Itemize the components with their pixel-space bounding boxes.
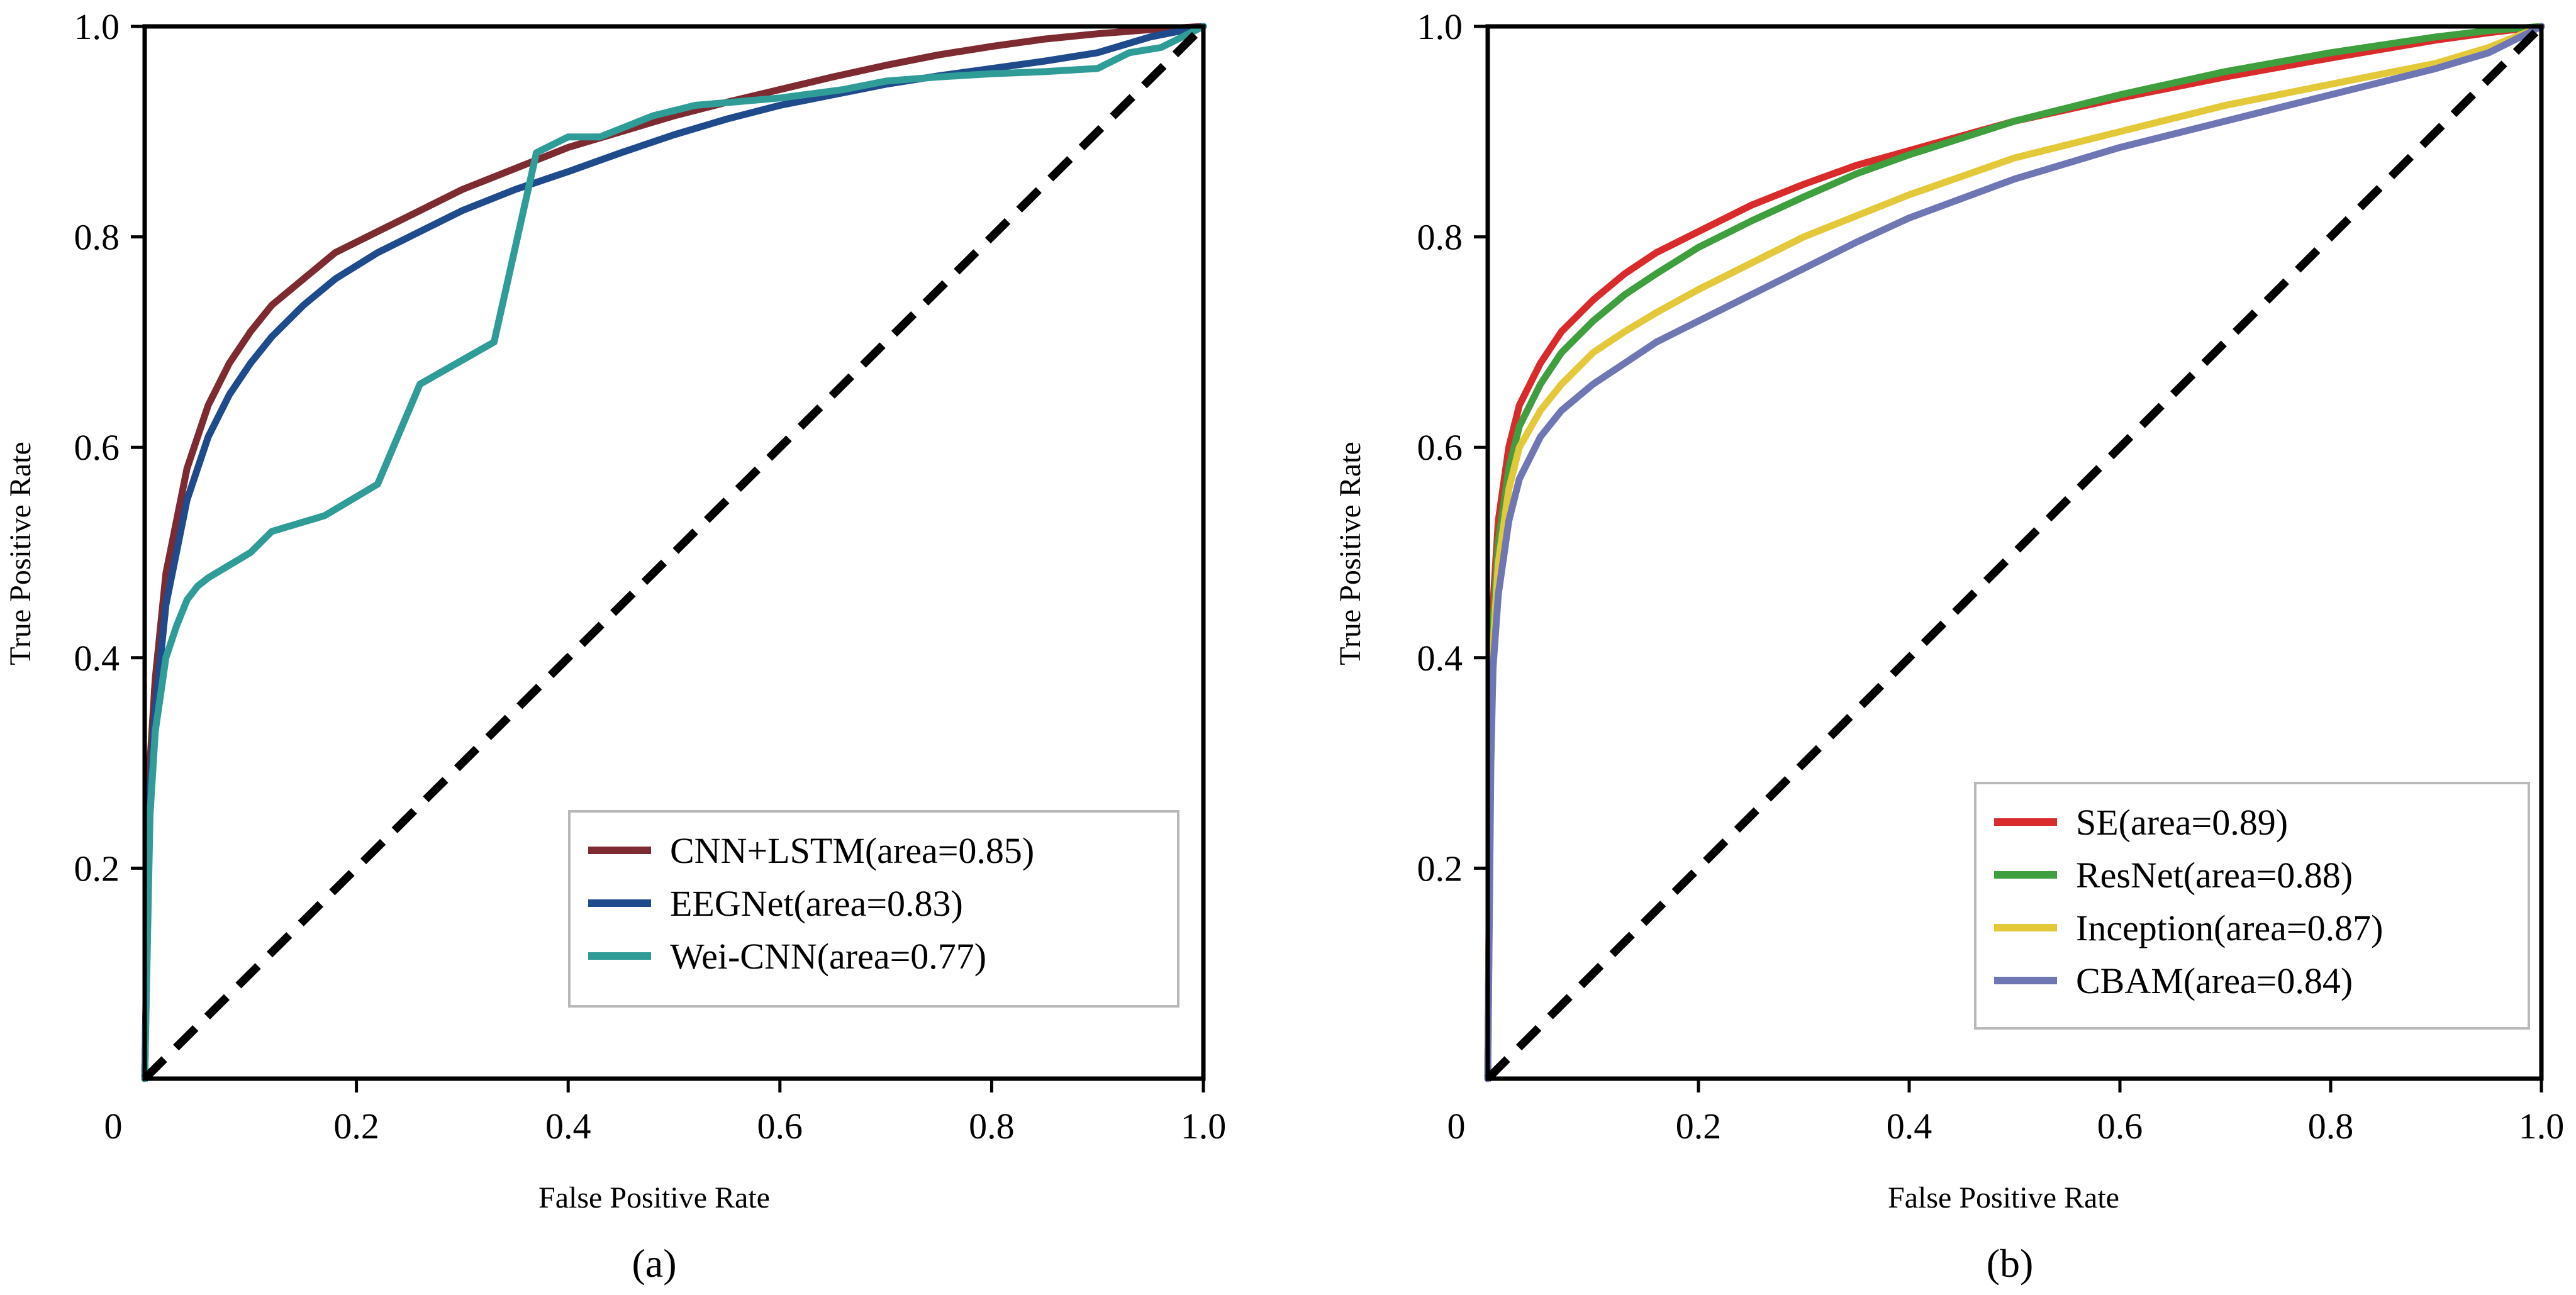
panel-b-ytick-label: 0.6 (1417, 427, 1463, 468)
panel-b-caption: (b) (1987, 1241, 2034, 1286)
panel-a-xtick-label: 1.0 (1181, 1106, 1227, 1147)
panel-b-series-2-line (1484, 23, 2545, 1082)
panel-a-ytick-label: 1.0 (74, 6, 120, 47)
panel-a-ytick-label: 0.2 (74, 848, 120, 889)
panel-b-legend-label-2: Inception(area=0.87) (2076, 908, 2383, 948)
panel-a-legend-label-0: CNN+LSTM(area=0.85) (670, 830, 1034, 871)
panel-a-xtick-label: 0.8 (969, 1106, 1015, 1147)
panel-a: 0 0.2 0.4 0.6 0.8 1.0 0.2 0.4 0.6 0.8 1.0 False Po… (4, 6, 1226, 1286)
panel-a-xtick-label: 0.6 (757, 1106, 803, 1147)
panel-b-xtick-label: 0.8 (2308, 1106, 2354, 1147)
panel-a-ytick-label: 0.4 (74, 638, 120, 679)
panel-b-ytick-label: 0.4 (1417, 638, 1463, 679)
panel-a-xtick-label: 0.2 (333, 1106, 379, 1147)
panel-b-xtick-label: 0.6 (2097, 1106, 2143, 1147)
panel-a-ytick-label: 0.6 (74, 427, 120, 468)
panel-b-ytick-label: 0.2 (1417, 848, 1463, 889)
panel-b-legend-label-0: SE(area=0.89) (2076, 802, 2288, 843)
panel-a-legend-label-2: Wei-CNN(area=0.77) (670, 936, 986, 977)
panel-a-curves (141, 23, 1207, 1082)
panel-b-xtick-label: 0 (1447, 1106, 1466, 1147)
panel-b-curves (1484, 23, 2545, 1082)
panel-b-xtick-label: 1.0 (2519, 1106, 2565, 1147)
panel-b-legend: SE(area=0.89) ResNet(area=0.88) Inception(… (1974, 782, 2530, 1030)
panel-a-xtick-label: 0 (104, 1106, 123, 1147)
panel-b-xtick-label: 0.2 (1676, 1106, 1722, 1147)
panel-a-xtick-label: 0.4 (545, 1106, 591, 1147)
panel-a-series-0-line (141, 23, 1207, 1082)
panel-b-legend-label-1: ResNet(area=0.88) (2076, 855, 2353, 896)
panel-b-diagonal (1485, 23, 2545, 1082)
panel-a-series-2-line (141, 23, 1207, 1082)
panel-a-tick-labels: 0 0.2 0.4 0.6 0.8 1.0 0.2 0.4 0.6 0.8 1.0 (74, 6, 1227, 1147)
panel-a-ylabel: True Positive Rate (4, 442, 37, 665)
panel-a-ytick-label: 0.8 (74, 217, 120, 258)
panel-a-caption: (a) (632, 1241, 676, 1286)
panel-a-legend-label-1: EEGNet(area=0.83) (670, 883, 963, 924)
panel-b-legend-label-3: CBAM(area=0.84) (2076, 960, 2353, 1001)
panel-a-legend-box (568, 810, 1179, 1008)
panel-b-series-3-line (1484, 23, 2545, 1082)
panel-a-legend: CNN+LSTM(area=0.85) EEGNet(area=0.83) Wei-… (568, 810, 1179, 1008)
panel-b-ytick-label: 0.8 (1417, 217, 1463, 258)
panel-b-ytick-label: 1.0 (1417, 6, 1463, 47)
panel-a-frame (142, 24, 1206, 1081)
panel-b-frame (1485, 24, 2544, 1081)
panel-b-ylabel: True Positive Rate (1334, 442, 1367, 665)
panel-a-xlabel: False Positive Rate (538, 1181, 770, 1214)
panel-a-diagonal (142, 23, 1207, 1082)
panel-b-xlabel: False Positive Rate (1888, 1181, 2119, 1214)
panel-b-xtick-label: 0.4 (1887, 1106, 1932, 1147)
panel-a-ticks (131, 25, 1205, 1092)
panel-b-tick-labels: 0 0.2 0.4 0.6 0.8 1.0 0.2 0.4 0.6 0.8 1.0 (1417, 6, 2565, 1147)
panel-b-ticks (1474, 25, 2543, 1092)
panel-b-legend-box (1974, 782, 2530, 1030)
panel-b: 0 0.2 0.4 0.6 0.8 1.0 0.2 0.4 0.6 0.8 1.0 False Po… (1334, 6, 2564, 1286)
